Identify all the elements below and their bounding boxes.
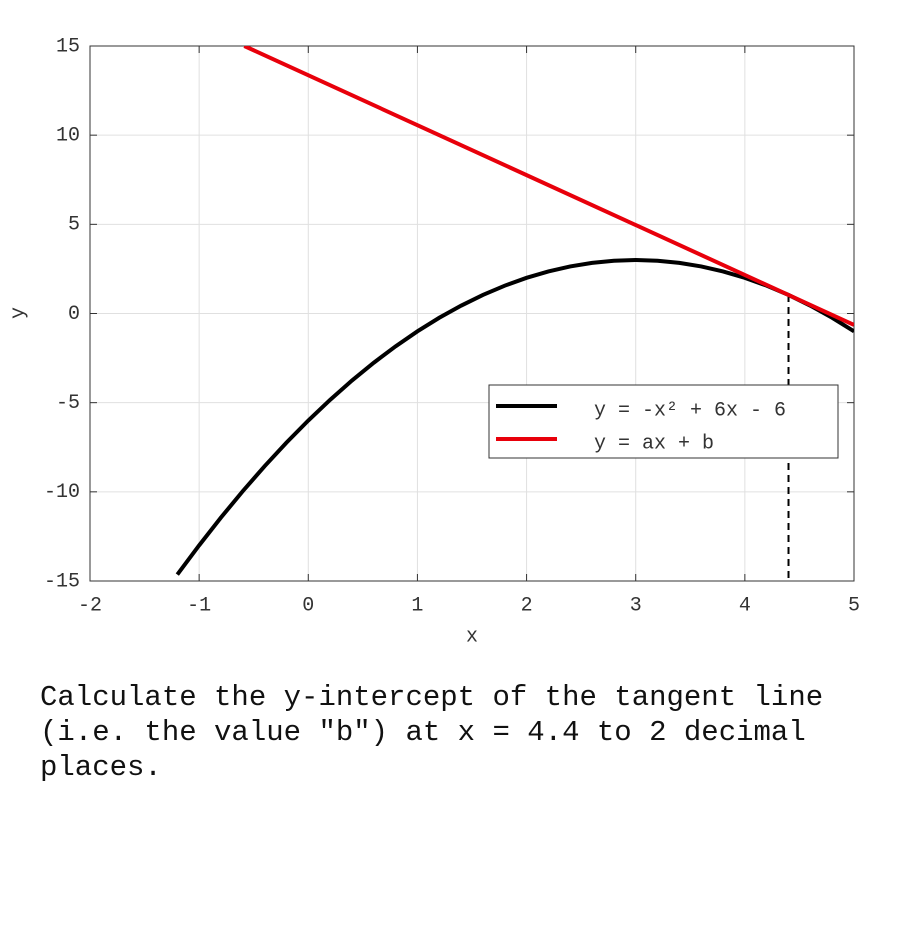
y-tick-label: 10 xyxy=(56,124,80,147)
plot-frame xyxy=(89,45,855,582)
series-line xyxy=(175,257,854,576)
y-tick-label: 0 xyxy=(68,303,80,326)
x-tick-label: 4 xyxy=(739,594,751,617)
x-tick-label: 2 xyxy=(521,594,533,617)
x-tick-label: 5 xyxy=(848,594,860,617)
y-tick-label: -5 xyxy=(56,392,80,415)
y-axis-label: y xyxy=(7,307,30,319)
y-tick-label: 15 xyxy=(56,35,80,58)
y-tick-label: -10 xyxy=(44,481,80,504)
y-tick-label: 5 xyxy=(68,214,80,237)
legend-box xyxy=(488,384,839,459)
legend-label: y = -x² + 6x - 6 xyxy=(594,399,786,422)
x-tick-label: 0 xyxy=(302,594,314,617)
x-tick-label: 3 xyxy=(630,594,642,617)
x-tick-label: -2 xyxy=(78,594,102,617)
y-tick-label: -15 xyxy=(44,570,80,593)
x-tick-label: -1 xyxy=(187,594,211,617)
legend-label: y = ax + b xyxy=(594,432,714,455)
series-line xyxy=(243,46,854,327)
x-tick-label: 1 xyxy=(411,594,423,617)
x-axis-label: x xyxy=(466,625,478,648)
question: Calculate the y-intercept of the tangent… xyxy=(40,681,824,784)
